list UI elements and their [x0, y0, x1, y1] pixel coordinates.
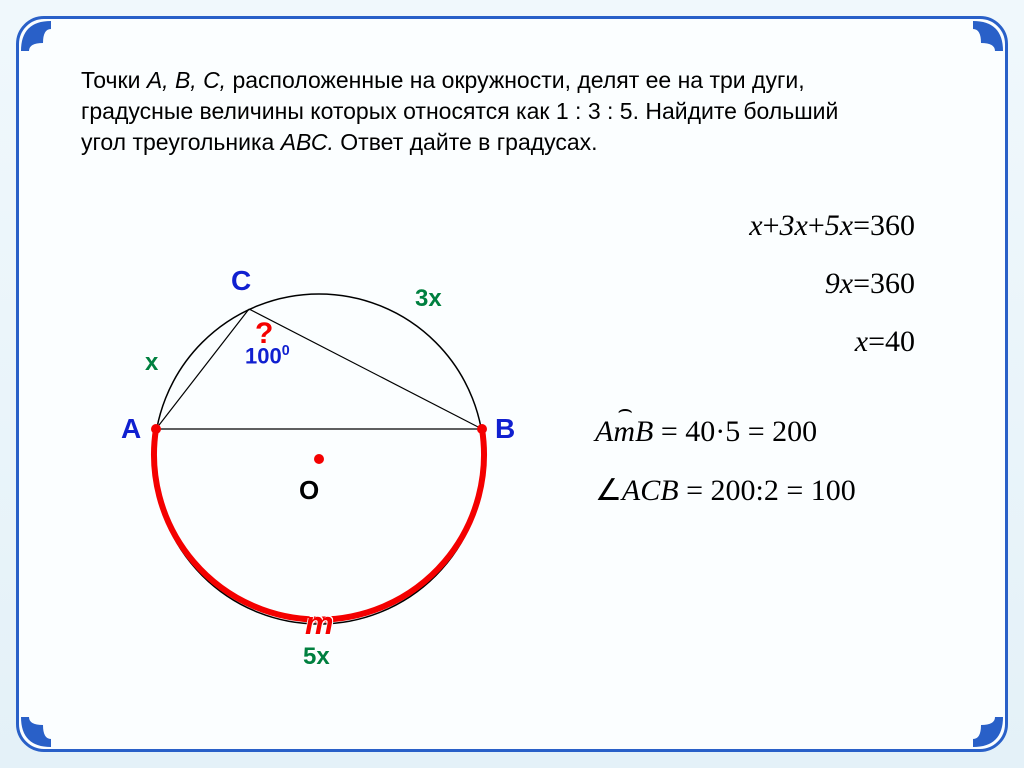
problem-line1-post: расположенные на окружности, делят ее на… — [226, 67, 805, 93]
solution-column: x+3x+5x=360 9x=360 x=40 AmB = 40·5 = 200… — [585, 209, 915, 532]
equation-5: ∠ACB = 200:2 = 100 — [595, 473, 915, 508]
corner-bracket-icon — [21, 689, 79, 747]
equation-3: x=40 — [585, 325, 915, 359]
corner-bracket-icon — [945, 21, 1003, 79]
label-arc-x: x — [145, 349, 158, 377]
label-arc-3x: 3х — [415, 285, 442, 313]
problem-ratio: 1 : 3 : 5. — [556, 98, 639, 124]
problem-line2-post: Найдите больший — [639, 98, 838, 124]
corner-bracket-icon — [21, 21, 79, 79]
equation-2: 9x=360 — [585, 267, 915, 301]
equation-1: x+3x+5x=360 — [585, 209, 915, 243]
label-arc-5x: 5х — [303, 643, 330, 671]
label-point-a: A — [121, 413, 141, 445]
problem-line2-pre: градусные величины которых относятся как — [81, 98, 556, 124]
problem-triangle: АВС. — [281, 129, 334, 155]
equation-4: AmB = 40·5 = 200 — [595, 415, 915, 449]
label-point-b: B — [495, 413, 515, 445]
problem-points: А, В, С, — [147, 67, 226, 93]
corner-bracket-icon — [945, 689, 1003, 747]
problem-text: Точки А, В, С, расположенные на окружнос… — [81, 65, 943, 158]
problem-line3-pre: угол треугольника — [81, 129, 281, 155]
label-point-c: C — [231, 265, 251, 297]
decorative-frame: Точки А, В, С, расположенные на окружнос… — [16, 16, 1008, 752]
label-center-o: O — [299, 475, 319, 506]
geometry-diagram: A B C O m x 3х 5х ? 1000 — [99, 199, 539, 679]
label-arc-m: m — [305, 605, 333, 642]
problem-line3-post: Ответ дайте в градусах. — [334, 129, 598, 155]
label-angle-100: 1000 — [245, 343, 290, 369]
problem-line1-pre: Точки — [81, 67, 147, 93]
